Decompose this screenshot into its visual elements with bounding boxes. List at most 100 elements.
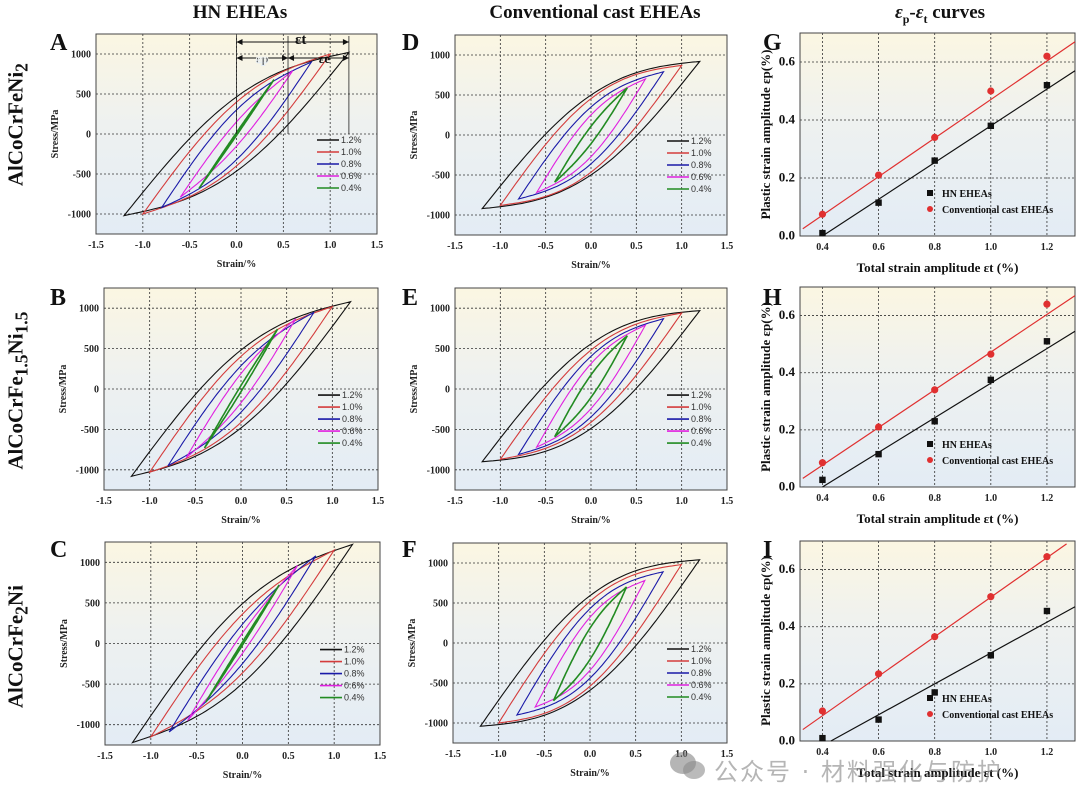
panel-letter-c: C [50,537,68,563]
y-tick-label: 0.0 [779,228,795,243]
y-axis-label: Stress/MPa [407,619,418,668]
column-title-hn: HN EHEAs [192,2,288,23]
x-tick-label: 0.5 [629,749,642,760]
x-tick-label: 1.0 [985,242,998,253]
loop-0_4pct [205,584,280,703]
x-tick-label: -1.0 [491,749,507,760]
data-point-hn [987,376,995,384]
data-point-hn [1043,82,1051,89]
legend-label: 0.8% [342,414,363,424]
x-tick-label: 0.4 [816,493,829,504]
x-tick-label: 1.0 [326,496,339,507]
y-tick-label: 500 [85,598,100,609]
data-point-conventional [874,670,883,678]
column-title-conventional: Conventional cast EHEAs [489,2,701,23]
legend-label: Conventional cast EHEAs [942,456,1053,467]
y-axis-label: Stress/MPa [409,111,420,160]
legend-label: Conventional cast EHEAs [942,710,1053,721]
data-point-conventional [818,459,827,467]
y-axis-label: Stress/MPa [50,110,61,159]
data-point-hn [819,229,826,237]
x-tick-label: -1.0 [143,751,159,762]
x-tick-label: 0.0 [585,241,598,252]
data-point-conventional [931,633,939,641]
x-tick-label: 1.5 [721,749,734,760]
legend-label: 1.0% [691,402,712,412]
loop-0_8pct [517,70,665,200]
data-point-conventional [931,133,939,141]
loop-1_2pct [479,559,701,727]
arrow-head [236,55,243,61]
plot-area [800,33,1075,236]
legend-label: 1.0% [341,147,362,157]
chart-f: -1.5-1.0-0.50.00.51.01.5-1000-5000500100… [407,542,734,779]
y-axis-label: Plastic strain amplitude εp(%) [758,556,773,726]
loop-1_0pct [499,64,683,207]
data-point-hn [931,689,938,696]
x-axis-label: Strain/% [571,515,610,526]
y-axis-label: Plastic strain amplitude εp(%) [758,302,773,472]
x-tick-label: 0.0 [230,240,243,251]
x-axis-label: Strain/% [217,259,256,270]
legend-label: 0.4% [344,693,365,703]
y-axis-label: Stress/MPa [409,365,420,414]
data-point-hn [875,716,882,723]
y-tick-label: 1000 [79,304,99,315]
chart-h: 0.4 0.6 0.8 1.0 1.2 0.0 0.2 0.4 0.6 Total strain … [758,286,1076,526]
loop-0_4pct [554,87,628,183]
y-tick-label: -500 [82,680,100,691]
loop-0_4pct [553,335,629,438]
legend-label: 0.8% [344,669,365,679]
legend-label: 0.6% [691,680,712,690]
loop-1_0pct [499,312,683,461]
x-tick-label: 0.0 [236,751,249,762]
y-tick-label: -1000 [77,720,100,731]
panel-letter-i: I [763,537,773,563]
data-point-hn [931,157,938,164]
x-tick-label: 0.6 [872,242,885,253]
x-tick-label: -1.0 [492,496,508,507]
data-point-hn [875,199,882,206]
x-tick-label: -0.5 [182,240,198,251]
data-point-conventional [818,210,827,218]
x-tick-label: -1.5 [447,496,463,507]
data-point-hn [987,122,995,129]
legend-label: 1.2% [341,135,362,145]
x-tick-label: 1.0 [985,747,998,758]
wechat-icon [670,752,705,779]
data-point-conventional [1043,553,1051,561]
loop-0_8pct [167,311,315,467]
y-tick-label: 500 [84,344,99,355]
y-axis-label: Stress/MPa [59,619,70,668]
legend-label: 1.2% [691,644,712,654]
legend-label: 0.8% [691,668,712,678]
panel-letter-d: D [402,30,420,56]
arrow-head [342,39,349,45]
legend-label: 0.6% [342,426,363,436]
data-point-hn [931,418,938,425]
y-tick-label: 0.4 [779,364,796,379]
legend-label: 1.0% [344,657,365,667]
legend-marker-hn [927,190,933,196]
legend-label: 1.2% [691,390,712,400]
y-tick-label: -500 [81,425,99,436]
x-tick-label: -0.5 [538,241,554,252]
loop-0_8pct [515,570,665,716]
panel-letter-h: H [763,285,782,311]
y-axis-label: Stress/MPa [58,365,69,414]
y-tick-label: -1000 [427,211,450,222]
y-tick-label: 500 [435,344,450,355]
y-tick-label: 0 [445,131,450,142]
x-tick-label: 0.8 [928,493,941,504]
chart-g: 0.4 0.6 0.8 1.0 1.2 0.0 0.2 0.4 0.6 Total strain … [758,32,1076,275]
y-tick-label: 0.2 [779,421,795,436]
x-tick-label: 1.5 [372,496,385,507]
data-point-conventional [1043,300,1051,308]
chart-a: -1.5 -1.0 -0.5 0.0 0.5 1.0 1.5 -1000 -500 0 500 100… [50,32,383,270]
x-axis-label: Strain/% [571,260,610,271]
panel-letter-e: E [402,285,419,311]
x-tick-label: 1.5 [721,496,734,507]
loop-0_6pct [179,70,294,198]
x-tick-label: 1.0 [985,493,998,504]
